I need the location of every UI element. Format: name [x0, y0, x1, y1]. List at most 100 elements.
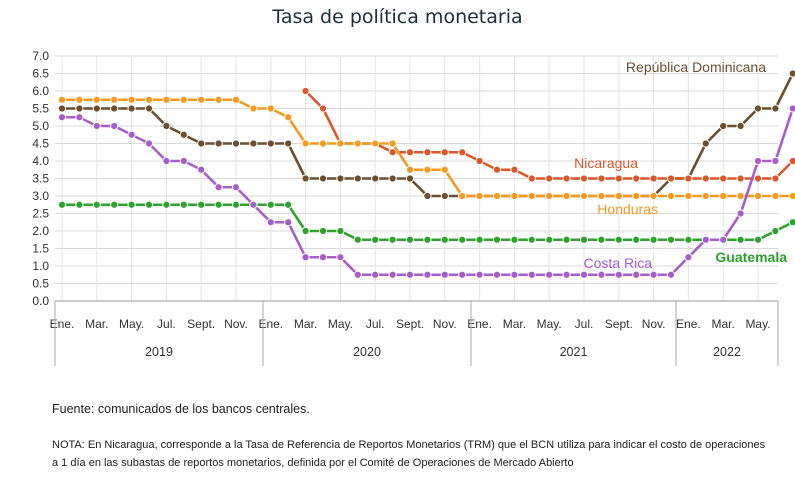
x-month-label: Jul. — [157, 317, 176, 331]
y-tick-label: 3.0 — [32, 189, 49, 203]
data-point — [318, 226, 328, 236]
data-point — [388, 148, 397, 157]
data-point — [162, 156, 171, 166]
data-point — [753, 191, 763, 201]
data-point — [110, 200, 119, 209]
data-point — [301, 226, 310, 236]
data-point — [753, 174, 763, 183]
data-point — [719, 174, 728, 183]
data-point — [458, 270, 467, 279]
data-point — [301, 174, 310, 183]
data-point — [579, 235, 589, 244]
data-point — [423, 270, 432, 279]
data-point — [197, 95, 206, 104]
data-point — [388, 235, 397, 244]
data-point — [231, 183, 241, 192]
x-month-label: Mar. — [712, 317, 735, 331]
y-tick-label: 0.5 — [32, 277, 49, 291]
data-point — [440, 165, 449, 174]
data-point — [197, 200, 206, 209]
y-tick-label: 2.5 — [32, 207, 49, 221]
data-point — [144, 139, 154, 148]
series-line-4 — [62, 108, 795, 277]
data-point — [75, 95, 84, 104]
data-point — [649, 235, 658, 244]
data-point — [684, 235, 693, 244]
data-point — [75, 200, 84, 209]
data-point — [179, 200, 188, 209]
series-line-2 — [62, 98, 793, 198]
data-point — [336, 226, 345, 236]
data-point — [736, 191, 745, 201]
data-point — [701, 139, 710, 148]
data-point — [492, 235, 502, 244]
x-month-label: Nov. — [224, 317, 248, 331]
data-point — [197, 165, 206, 174]
series-label: Costa Rica — [584, 255, 653, 271]
chart-title: Tasa de política monetaria — [272, 6, 523, 28]
data-point — [632, 235, 641, 244]
data-point — [597, 235, 606, 244]
data-point — [75, 113, 84, 122]
data-point — [371, 235, 380, 244]
data-point — [562, 191, 571, 201]
data-point — [440, 191, 449, 201]
data-point — [736, 235, 745, 244]
data-point — [597, 270, 606, 279]
y-tick-label: 2.0 — [32, 224, 49, 238]
data-point — [353, 235, 362, 244]
y-tick-label: 6.5 — [32, 67, 49, 81]
data-point — [753, 156, 763, 166]
x-year-label: 2020 — [353, 345, 381, 359]
data-point — [127, 130, 136, 139]
data-point — [771, 191, 780, 201]
data-point — [179, 130, 188, 139]
data-point — [788, 218, 795, 227]
data-point — [423, 191, 432, 201]
data-point — [249, 104, 258, 113]
data-point — [562, 270, 571, 279]
data-point — [92, 95, 101, 104]
data-point — [162, 121, 171, 131]
data-point — [371, 174, 380, 183]
y-tick-label: 7.0 — [32, 49, 49, 63]
data-point — [336, 174, 345, 183]
source-note: Fuente: comunicados de los bancos centra… — [52, 402, 310, 416]
data-point — [632, 174, 641, 183]
x-month-label: Nov. — [433, 317, 457, 331]
data-point — [110, 104, 119, 113]
data-point — [92, 121, 101, 131]
data-point — [771, 104, 780, 113]
x-month-label: Ene. — [50, 317, 75, 331]
data-point — [562, 174, 571, 183]
data-point — [736, 121, 745, 131]
data-point — [527, 174, 536, 183]
data-point — [301, 139, 310, 148]
data-point — [510, 270, 519, 279]
data-point — [492, 191, 502, 201]
data-point — [127, 104, 136, 113]
data-point — [579, 174, 589, 183]
data-point — [179, 156, 188, 166]
data-point — [318, 139, 328, 148]
data-point — [266, 139, 275, 148]
data-point — [614, 174, 623, 183]
data-point — [579, 270, 589, 279]
data-point — [371, 270, 380, 279]
data-point — [684, 191, 693, 201]
data-point — [440, 148, 449, 157]
x-month-label: Mar. — [503, 317, 526, 331]
x-month-label: Sept. — [187, 317, 215, 331]
data-point — [284, 218, 293, 227]
data-point — [701, 235, 710, 244]
data-point — [510, 191, 519, 201]
x-month-label: May. — [119, 317, 144, 331]
data-point — [57, 95, 67, 104]
data-point — [597, 191, 606, 201]
data-point — [162, 95, 171, 104]
data-point — [423, 148, 432, 157]
x-month-label: Sept. — [396, 317, 424, 331]
data-point — [614, 235, 623, 244]
data-point — [318, 253, 328, 262]
data-point — [388, 174, 397, 183]
